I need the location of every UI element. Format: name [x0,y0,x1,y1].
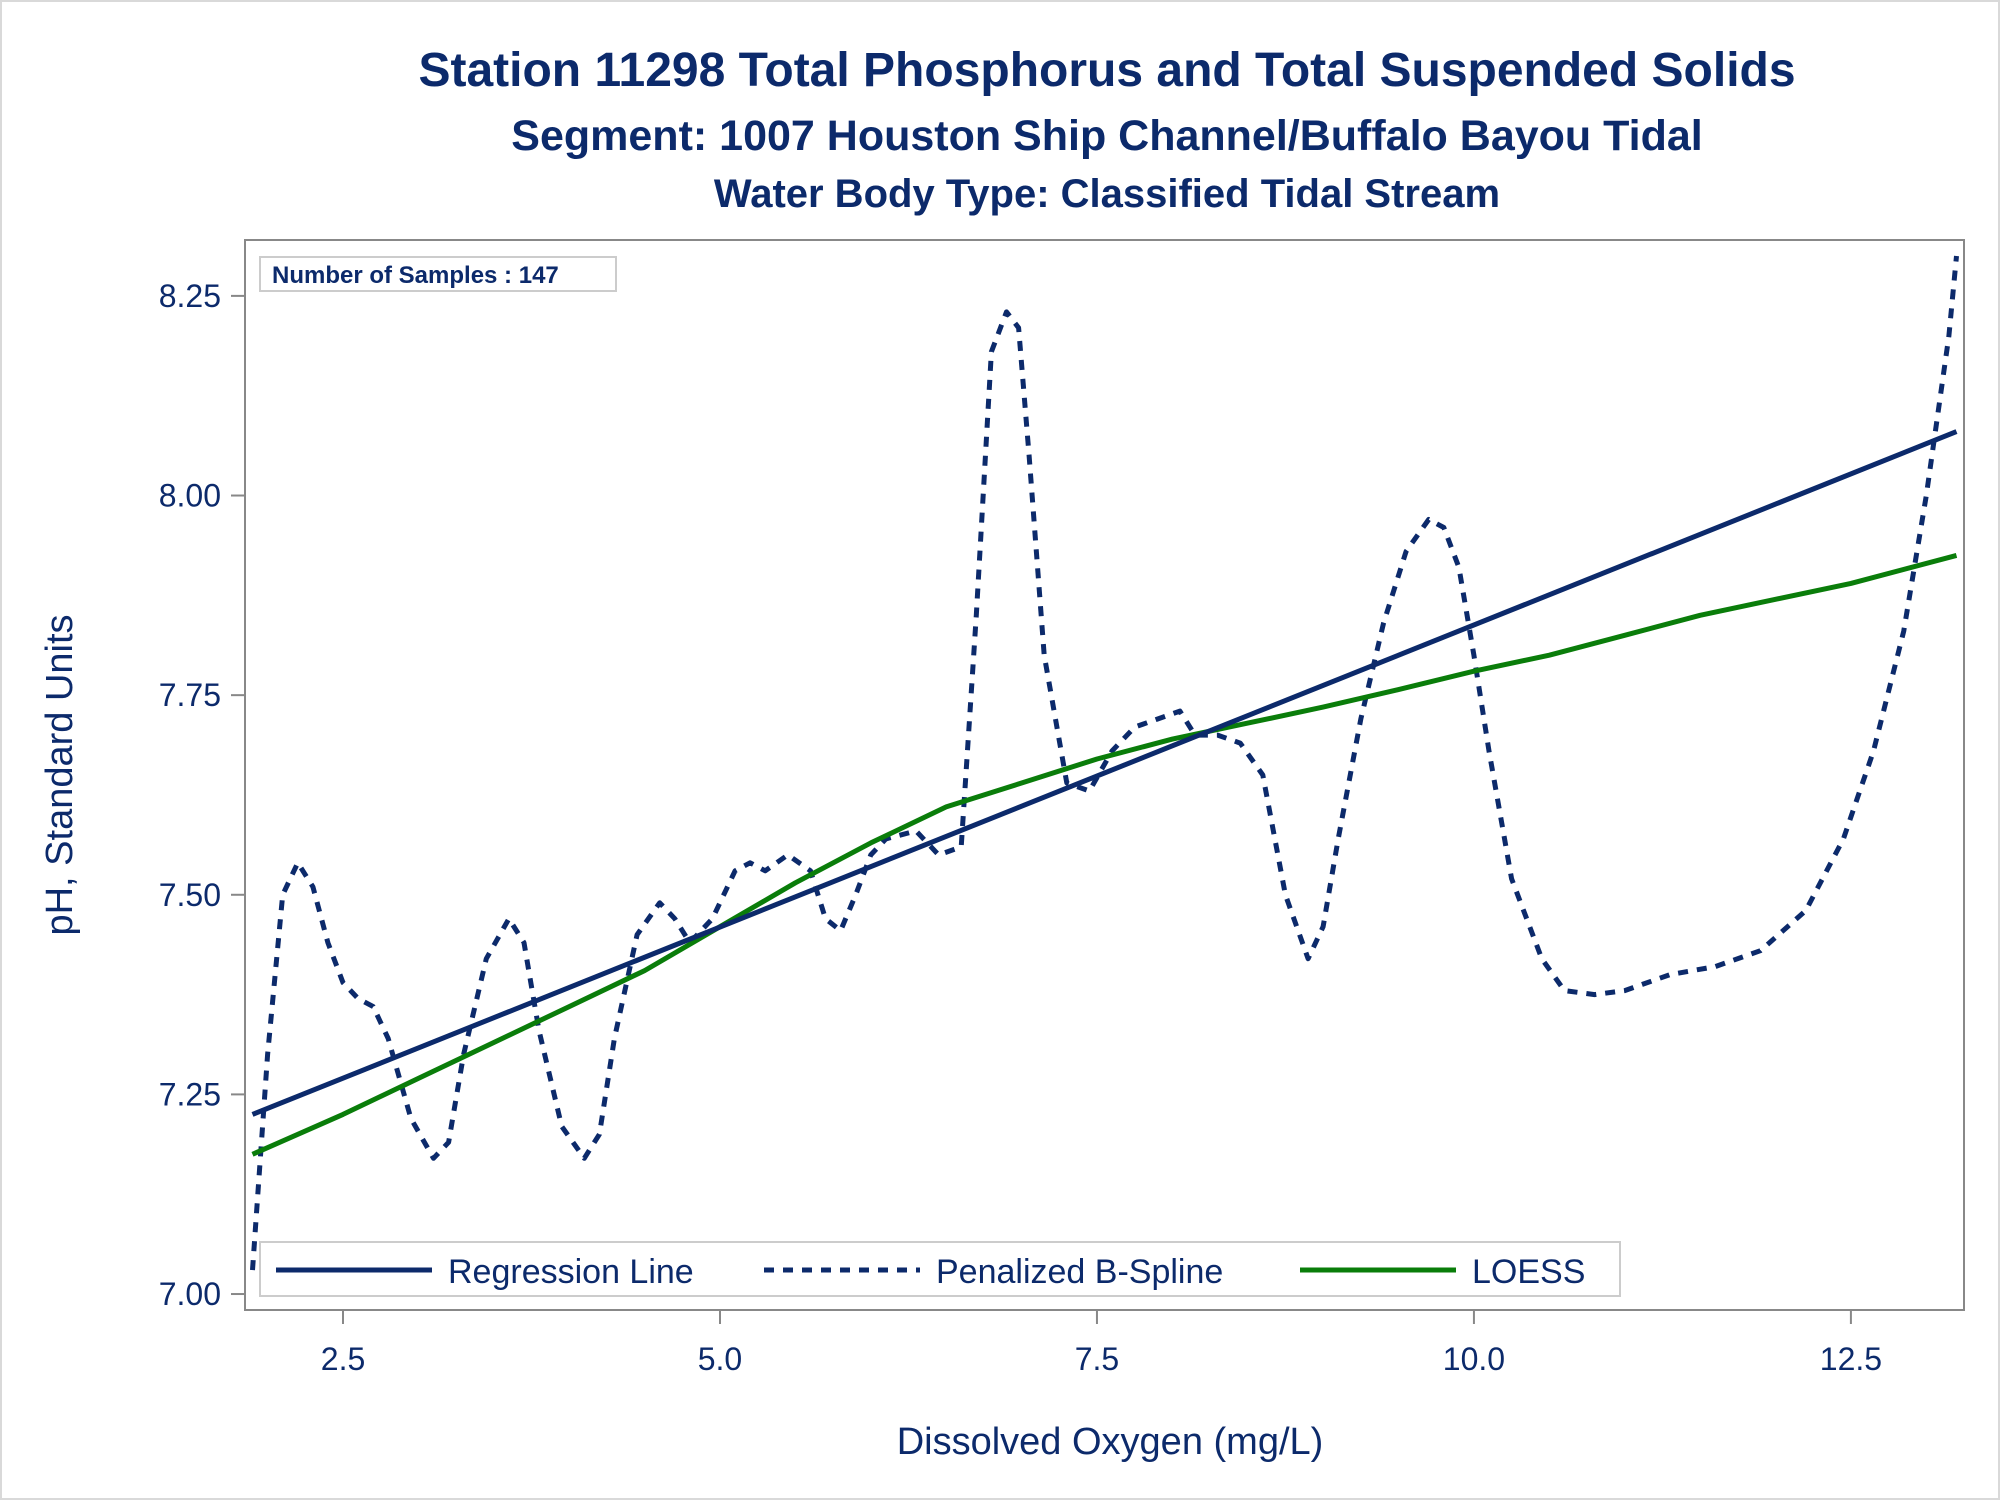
x-tick-label: 5.0 [698,1341,742,1377]
x-axis: 2.5 5.0 7.5 10.0 12.5 [321,1310,1882,1377]
chart-title: Station 11298 Total Phosphorus and Total… [418,44,1795,97]
sample-count-inset: Number of Samples : 147 [259,256,617,292]
sample-count-box [259,256,617,292]
y-tick-label: 7.50 [159,877,221,913]
x-axis-label: Dissolved Oxygen (mg/L) [897,1421,1324,1463]
y-tick-label: 7.75 [159,677,221,713]
y-tick-label: 8.25 [159,278,221,314]
chart-subtitle-segment: Segment: 1007 Houston Ship Channel/Buffa… [511,112,1702,160]
legend-label-loess: LOESS [1472,1253,1585,1291]
x-tick-label: 7.5 [1075,1341,1119,1377]
chart-subtitle-water-body: Water Body Type: Classified Tidal Stream [714,172,1500,216]
series-layer [250,255,1959,1271]
series-penalized-b-spline [250,255,1959,1271]
sample-count-text: Number of Samples : 147 [272,262,559,289]
series-regression-line [251,429,1958,1117]
legend-label-penalized-b-spline: Penalized B-Spline [936,1253,1223,1291]
y-tick-label: 7.00 [159,1276,221,1312]
series-loess [251,552,1958,1157]
y-axis-label: pH, Standard Units [39,614,81,935]
y-tick-label: 8.00 [159,478,221,514]
y-axis-label-group: pH, Standard Units [39,614,81,935]
legend: Regression Line Penalized B-Spline LOESS [259,1241,1621,1297]
x-tick-label: 2.5 [321,1341,365,1377]
x-tick-label: 12.5 [1820,1341,1882,1377]
x-tick-label: 10.0 [1443,1341,1505,1377]
y-tick-label: 7.25 [159,1076,221,1112]
legend-label-regression-line: Regression Line [448,1253,694,1291]
y-axis: 7.00 7.25 7.50 7.75 8.00 8.25 [159,278,245,1312]
